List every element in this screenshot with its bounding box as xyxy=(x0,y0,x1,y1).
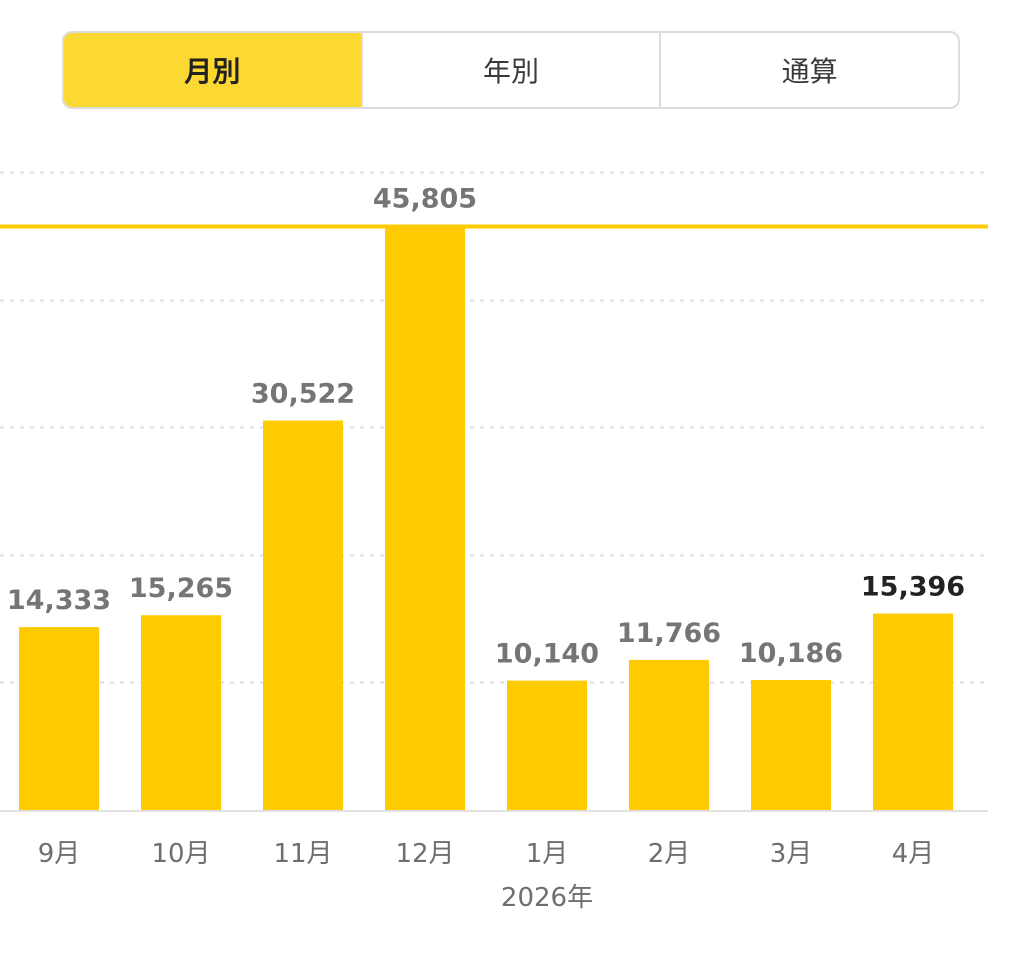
bar xyxy=(263,420,343,810)
bar-value-label: 30,522 xyxy=(251,379,355,410)
period-segmented-control: 月別 年別 通算 xyxy=(62,31,960,109)
bar xyxy=(751,680,831,810)
x-tick-label: 3月 xyxy=(770,839,813,869)
bar xyxy=(629,659,709,810)
year-label: 2026年 xyxy=(501,883,593,913)
tab-monthly[interactable]: 月別 xyxy=(64,33,361,107)
x-tick-label: 9月 xyxy=(38,839,81,869)
bar xyxy=(873,613,953,810)
x-tick-label: 12月 xyxy=(395,839,454,869)
bar xyxy=(141,615,221,810)
x-tick-label: 1月 xyxy=(526,839,569,869)
bar xyxy=(19,627,99,810)
bar-value-label: 45,805 xyxy=(373,184,477,215)
tab-yearly[interactable]: 年別 xyxy=(360,33,660,107)
tab-total[interactable]: 通算 xyxy=(659,33,958,107)
bar-value-label: 15,396 xyxy=(861,572,965,603)
x-tick-label: 10月 xyxy=(151,839,210,869)
bar xyxy=(507,680,587,810)
x-tick-label: 4月 xyxy=(892,839,935,869)
bar-value-label: 10,140 xyxy=(495,639,599,670)
bar-value-label: 10,186 xyxy=(739,638,843,669)
bar-value-label: 14,333 xyxy=(7,585,111,616)
x-tick-label: 2月 xyxy=(648,839,691,869)
bar xyxy=(385,225,465,810)
bar-value-label: 11,766 xyxy=(617,618,721,649)
bar-value-label: 15,265 xyxy=(129,573,233,604)
x-tick-label: 11月 xyxy=(273,839,332,869)
